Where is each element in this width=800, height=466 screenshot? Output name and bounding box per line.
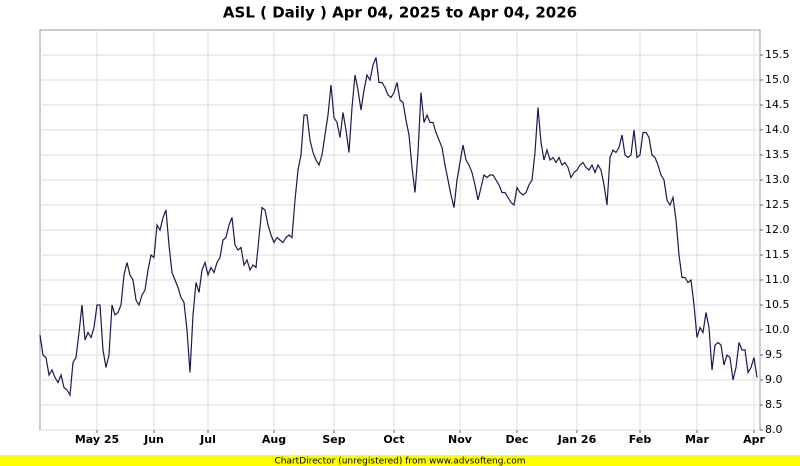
x-tick-label: Oct [383, 433, 404, 446]
x-tick-label: Feb [629, 433, 652, 446]
y-tick-label: 9.0 [765, 373, 783, 386]
y-tick-label: 9.5 [765, 348, 783, 361]
y-tick-label: 12.5 [765, 198, 790, 211]
y-tick-label: 11.5 [765, 248, 790, 261]
x-tick-label: Sep [322, 433, 345, 446]
y-tick-label: 8.5 [765, 398, 783, 411]
y-tick-label: 13.0 [765, 173, 790, 186]
y-tick-label: 14.5 [765, 98, 790, 111]
x-tick-label: Jul [199, 433, 216, 446]
y-tick-label: 10.0 [765, 323, 790, 336]
footer-bar [0, 455, 800, 466]
x-tick-label: May 25 [75, 433, 119, 446]
x-tick-label: Jun [143, 433, 164, 446]
price-line [39, 57, 758, 397]
x-tick-label: Apr [743, 433, 765, 446]
y-tick-label: 10.5 [765, 298, 790, 311]
x-tick-label: Nov [448, 433, 473, 446]
chart-title: ASL ( Daily ) Apr 04, 2025 to Apr 04, 20… [223, 4, 577, 22]
y-tick-label: 14.0 [765, 123, 790, 136]
footer: ChartDirector (unregistered) from www.ad… [274, 457, 525, 466]
y-tick-label: 15.0 [765, 73, 790, 86]
y-tick-label: 12.0 [765, 223, 790, 236]
y-tick-label: 13.5 [765, 148, 790, 161]
x-tick-label: Dec [505, 433, 528, 446]
x-tick-label: Aug [262, 433, 286, 446]
y-tick-label: 11.0 [765, 273, 790, 286]
y-tick-label: 8.0 [765, 423, 783, 436]
y-tick-label: 15.5 [765, 48, 790, 61]
x-tick-label: Mar [685, 433, 709, 446]
x-tick-label: Jan 26 [557, 433, 597, 446]
